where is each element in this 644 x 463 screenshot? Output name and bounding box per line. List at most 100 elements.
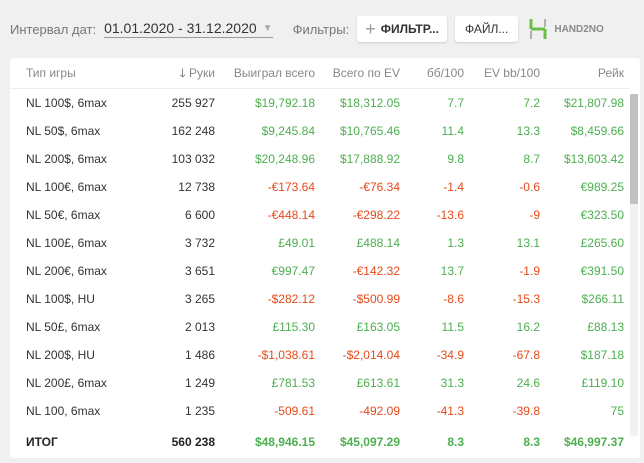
cell-won-total: -$282.12 [267,292,315,306]
date-interval-value: 01.01.2020 - 31.12.2020 [104,20,257,36]
cell-hands: 3 732 [184,236,215,250]
cell-hands: 2 013 [184,320,215,334]
table-row[interactable]: NL 100$, 6max 255 927 $19,792.18 $18,312.05… [10,89,630,117]
cell-won-total: $9,245.84 [261,124,315,138]
cell-ev-total: -$2,014.04 [342,348,400,362]
cell-rake: €989.25 [580,180,624,194]
header-won-total[interactable]: Выиграл всего [233,66,315,80]
table-row[interactable]: NL 50£, 6max 2 013 £115.30 £163.05 11.5 16.2 £… [10,313,630,341]
header-game-type[interactable]: Тип игры [26,66,76,80]
cell-bb-100: -34.9 [436,348,464,362]
hand2note-logo-icon [529,19,547,39]
cell-won-total: £115.30 [272,320,316,334]
cell-won-total: £781.53 [271,376,315,390]
cell-ev-bb-100: -9 [529,208,540,222]
header-hands[interactable]: 🡓 Руки [179,66,215,80]
cell-rake: $8,459.66 [570,124,624,138]
cell-won-total: $19,792.18 [254,96,315,110]
cell-bb-100: 11.4 [441,124,464,138]
sort-arrow-down-icon: 🡓 [179,66,190,80]
cell-rake: $187.18 [580,348,624,362]
cell-won-total: -$1,038.61 [257,348,315,362]
cell-hands: 12 738 [178,180,215,194]
cell-ev-total: -€142.32 [352,264,400,278]
cell-hands: 162 248 [171,124,215,138]
logo: HAND2NO [528,17,604,41]
cell-rake: €391.50 [580,264,624,278]
cell-ev-total: -492.09 [359,404,400,418]
cell-ev-total: £163.05 [356,320,400,334]
cell-rake: $266.11 [581,292,625,306]
table-row[interactable]: NL 200£, 6max 1 249 £781.53 £613.61 31.3 24.6… [10,369,630,397]
header-ev-total[interactable]: Всего по EV [332,66,400,80]
header-ev-bb-100[interactable]: EV bb/100 [483,66,540,80]
cell-rake: $46,997.37 [563,435,624,449]
table-row[interactable]: NL 200$, HU 1 486 -$1,038.61 -$2,014.04 -34.… [10,341,630,369]
stats-table: Тип игры 🡓 Руки Выиграл всего Всего по EV бб… [10,58,640,458]
cell-game-type: NL 50$, 6max [26,124,101,138]
cell-game-type: NL 200£, 6max [26,376,107,390]
table-row[interactable]: NL 200€, 6max 3 651 €997.47 -€142.32 13.7 -1.… [10,257,630,285]
cell-ev-total: £613.61 [356,376,400,390]
cell-game-type: NL 50€, 6max [26,208,101,222]
cell-won-total: €997.47 [271,264,315,278]
cell-bb-100: -13.6 [436,208,464,222]
cell-ev-total: -€76.34 [359,180,400,194]
cell-hands: 103 032 [171,152,215,166]
header-rake[interactable]: Рейк [597,66,624,80]
cell-bb-100: 11.5 [441,320,464,334]
cell-ev-total: $45,097.29 [339,435,400,449]
cell-ev-bb-100: -67.8 [512,348,540,362]
table-row[interactable]: NL 50$, 6max 162 248 $9,245.84 $10,765.46 11… [10,117,630,145]
cell-bb-100: 13.7 [440,264,464,278]
cell-hands: 3 651 [184,264,215,278]
cell-hands: 560 238 [171,435,215,449]
cell-bb-100: 31.3 [440,376,464,390]
table-row[interactable]: NL 200$, 6max 103 032 $20,248.96 $17,888.92… [10,145,630,173]
cell-bb-100: 7.7 [447,96,464,110]
file-button[interactable]: ФАЙЛ... [454,16,519,42]
cell-bb-100: 8.3 [447,435,464,449]
cell-ev-total: $18,312.05 [339,96,400,110]
cell-hands: 6 600 [184,208,215,222]
scrollbar-thumb[interactable] [630,94,638,204]
cell-ev-bb-100: -1.9 [519,264,540,278]
table-row[interactable]: NL 100, 6max 1 235 -509.61 -492.09 -41.3 -39.… [10,397,630,425]
cell-bb-100: -41.3 [436,404,464,418]
cell-ev-total: $17,888.92 [339,152,400,166]
cell-game-type: NL 200€, 6max [26,264,107,278]
cell-game-type: NL 100, 6max [26,404,101,418]
cell-hands: 3 265 [184,292,215,306]
scrollbar[interactable] [630,94,638,436]
cell-won-total: -509.61 [274,404,315,418]
cell-won-total: -€448.14 [267,208,315,222]
cell-bb-100: 9.8 [447,152,464,166]
table-row[interactable]: NL 50€, 6max 6 600 -€448.14 -€298.22 -13.6 -9… [10,201,630,229]
plus-icon: + [365,18,376,39]
cell-ev-bb-100: 8.7 [523,152,540,166]
filters-label: Фильтры: [292,21,350,37]
date-interval-label: Интервал дат: [10,21,97,37]
cell-ev-bb-100: 24.6 [516,376,540,390]
header-bb-100[interactable]: бб/100 [426,66,464,80]
cell-won-total: -€173.64 [267,180,315,194]
cell-bb-100: -8.6 [443,292,464,306]
cell-game-type: NL 100€, 6max [26,180,107,194]
cell-ev-bb-100: 8.3 [523,435,540,449]
add-filter-button[interactable]: + ФИЛЬТР... [357,16,447,42]
cell-hands: 1 486 [184,348,215,362]
cell-hands: 255 927 [171,96,215,110]
cell-bb-100: 1.3 [447,236,464,250]
cell-rake: £88.13 [587,320,624,334]
table-row[interactable]: NL 100€, 6max 12 738 -€173.64 -€76.34 -1.4 -0… [10,173,630,201]
cell-hands: 1 249 [184,376,215,390]
cell-won-total: £49.01 [278,236,315,250]
cell-rake: 75 [610,404,624,418]
table-row[interactable]: NL 100$, HU 3 265 -$282.12 -$500.99 -8.6 -15.… [10,285,630,313]
date-interval-select[interactable]: 01.01.2020 - 31.12.2020 ▼ [104,20,273,38]
cell-ev-bb-100: 7.2 [523,96,540,110]
total-row[interactable]: ИТОГ 560 238 $48,946.15 $45,097.29 8.3 8.3 $46… [10,428,630,456]
table-header: Тип игры 🡓 Руки Выиграл всего Всего по EV бб… [10,58,630,89]
table-row[interactable]: NL 100£, 6max 3 732 £49.01 £488.14 1.3 13.1 £2… [10,229,630,257]
cell-game-type: ИТОГ [26,435,58,449]
